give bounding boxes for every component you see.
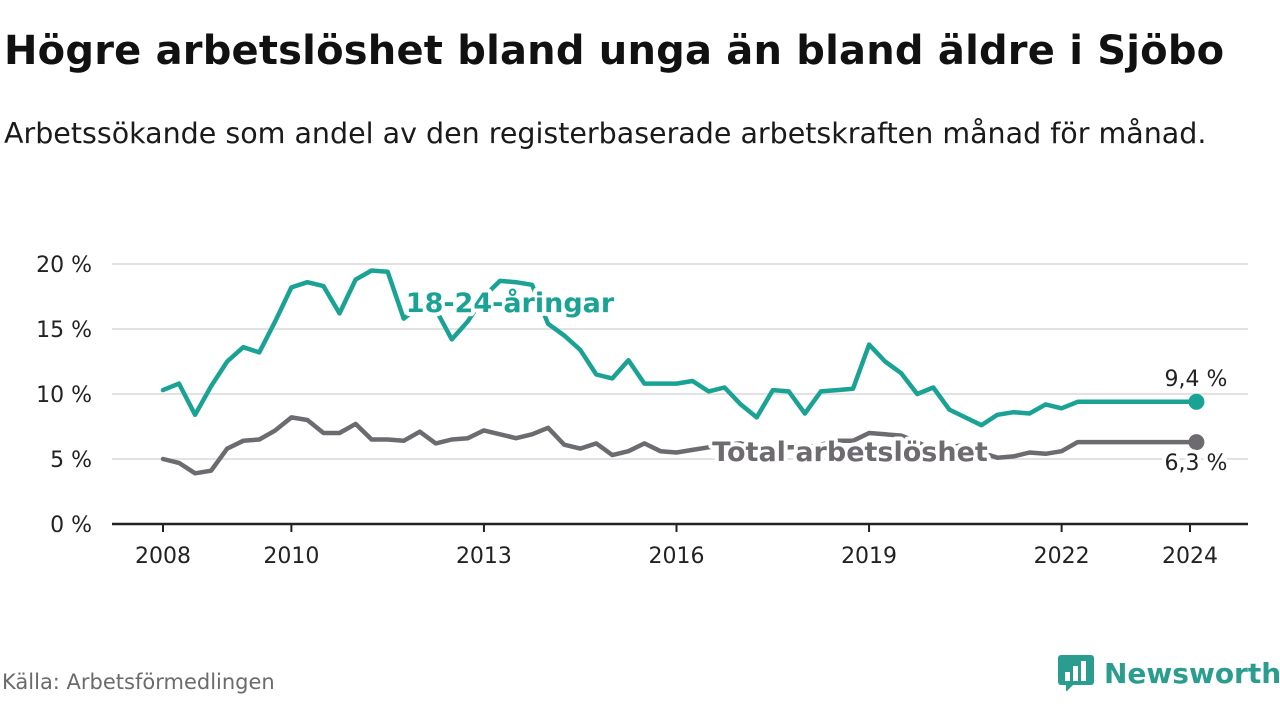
x-tick-label: 2016 (649, 544, 705, 569)
series-lines (160, 268, 1205, 476)
brand-name: Newsworthy (1104, 656, 1280, 690)
last-value-label-total: 6,3 % (1165, 451, 1228, 476)
y-tick-label: 10 % (36, 383, 92, 408)
last-value-label-youth: 9,4 % (1165, 367, 1228, 392)
y-tick-label: 15 % (36, 318, 92, 343)
series-label-youth-halo: 18-24-åringar (406, 287, 615, 319)
x-tick-label: 2022 (1034, 544, 1090, 569)
chart-subtitle: Arbetssökande som andel av den registerb… (4, 117, 1207, 150)
chart-title: Högre arbetslöshet bland unga än bland ä… (4, 28, 1225, 74)
last-value-label-total-halo: 6,3 % (1165, 451, 1228, 476)
last-point-marker-total (1188, 434, 1205, 451)
y-axis-tick-labels: 0 % 5 % 10 % 15 % 20 % (36, 253, 92, 538)
newsworthy-icon (1058, 655, 1094, 691)
series-line-youth (160, 268, 1199, 428)
y-tick-label: 0 % (50, 513, 92, 538)
last-point-marker-youth (1188, 393, 1205, 410)
series-label-youth: 18-24-åringar (406, 287, 615, 319)
brand-logo[interactable]: Newsworthy (1058, 655, 1280, 691)
last-value-label-youth-halo: 9,4 % (1165, 367, 1228, 392)
series-label-total: Total arbetslöshet (712, 437, 988, 468)
series-label-total-halo: Total arbetslöshet (712, 437, 988, 468)
x-axis (112, 522, 1248, 532)
x-tick-label: 2010 (263, 544, 319, 569)
series-line-total (160, 415, 1199, 476)
x-axis-tick-labels: 2008 2010 2013 2016 2019 2022 2024 (135, 544, 1218, 569)
y-tick-label: 20 % (36, 253, 92, 278)
y-tick-label: 5 % (50, 448, 92, 473)
gridlines (112, 263, 1248, 460)
x-tick-label: 2024 (1162, 544, 1218, 569)
x-tick-label: 2019 (841, 544, 897, 569)
x-tick-label: 2013 (456, 544, 512, 569)
source-note: Källa: Arbetsförmedlingen (2, 670, 275, 694)
x-tick-label: 2008 (135, 544, 191, 569)
